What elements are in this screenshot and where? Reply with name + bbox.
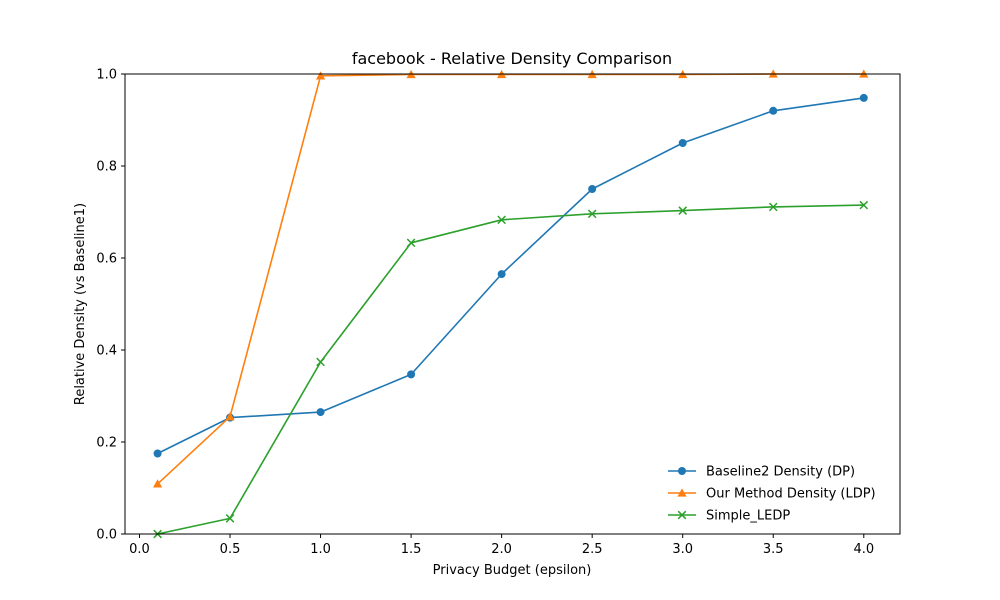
data-point-circle (497, 270, 506, 279)
legend-item: Our Method Density (LDP) (668, 487, 876, 502)
data-point-triangle (677, 488, 687, 497)
y-axis-label: Relative Density (vs Baseline1) (73, 203, 88, 405)
data-point-circle (769, 106, 778, 115)
y-tick-label: 0.0 (96, 528, 117, 543)
y-axis-ticks: 0.0 0.2 0.4 0.6 0.8 1.0 (96, 68, 125, 543)
data-point-x (497, 215, 506, 225)
legend-label: Simple_LEDP (706, 509, 790, 524)
y-tick-label: 0.6 (96, 252, 117, 267)
data-point-triangle (315, 71, 326, 80)
legend-label: Baseline2 Density (DP) (706, 465, 855, 480)
series-line (157, 73, 864, 485)
data-point-x (768, 202, 778, 212)
y-tick-label: 0.2 (96, 436, 117, 451)
data-point-x (859, 200, 869, 210)
x-tick-label: 1.0 (310, 542, 331, 557)
series-1 (153, 93, 868, 458)
x-axis-label: Privacy Budget (epsilon) (433, 563, 592, 578)
x-tick-label: 2.5 (582, 542, 603, 557)
x-tick-label: 3.0 (672, 542, 693, 557)
data-point-triangle (152, 479, 163, 488)
chart-title: facebook - Relative Density Comparison (352, 49, 672, 68)
plot-frame (124, 73, 901, 535)
y-tick-label: 0.4 (96, 344, 117, 359)
y-tick-label: 0.8 (96, 160, 117, 175)
data-point-x (678, 206, 688, 215)
x-tick-label: 0.0 (129, 542, 150, 557)
x-tick-label: 1.5 (401, 542, 422, 557)
data-point-x (316, 357, 325, 367)
data-point-x (587, 209, 597, 219)
legend: Baseline2 Density (DP) Our Method Density… (668, 465, 876, 524)
series-2 (152, 69, 869, 488)
data-point-circle (859, 93, 868, 102)
series-line (157, 97, 864, 455)
x-tick-label: 2.0 (491, 542, 512, 557)
data-point-triangle (225, 412, 235, 421)
data-point-circle (588, 185, 597, 193)
x-axis-ticks: 0.0 0.5 1.0 1.5 2.0 2.5 3.0 3.5 4.0 (129, 534, 874, 557)
x-tick-label: 3.5 (763, 542, 784, 557)
legend-label: Our Method Density (LDP) (706, 487, 876, 502)
series-line (157, 204, 864, 535)
data-point-circle (153, 449, 162, 458)
data-point-x (677, 510, 687, 520)
y-tick-label: 1.0 (96, 68, 117, 83)
data-point-circle (678, 139, 687, 147)
data-point-circle (407, 370, 416, 379)
x-tick-label: 0.5 (220, 542, 241, 557)
data-point-circle (316, 408, 325, 417)
data-point-circle (678, 467, 686, 475)
legend-item: Baseline2 Density (DP) (668, 465, 855, 480)
x-tick-label: 4.0 (853, 542, 874, 557)
series-3 (153, 200, 869, 539)
data-point-x (225, 514, 235, 523)
data-point-x (406, 238, 416, 248)
legend-item: Simple_LEDP (668, 509, 790, 524)
